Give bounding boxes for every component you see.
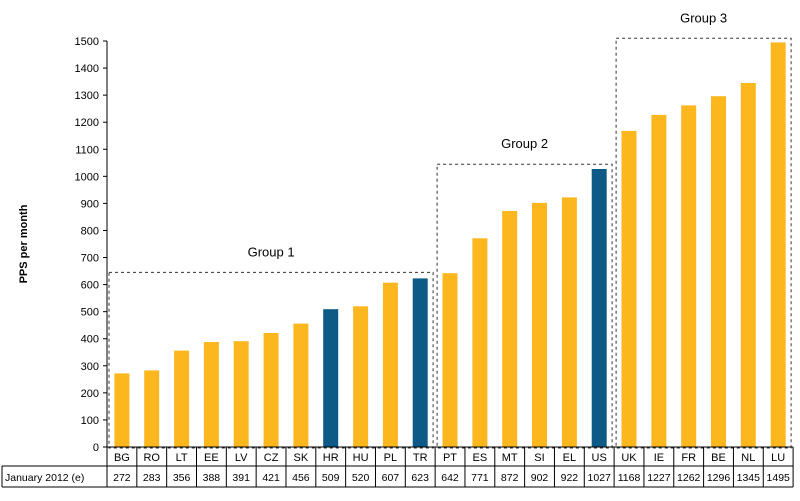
x-tick-label-lv: LV: [235, 452, 248, 464]
bar-us: [591, 169, 607, 447]
table-value-nl: 1345: [737, 472, 761, 484]
x-tick-label-tr: TR: [413, 452, 428, 464]
table-value-lt: 356: [173, 472, 191, 484]
table-value-ee: 388: [203, 472, 221, 484]
y-tick-label: 900: [81, 198, 99, 210]
bar-el: [561, 197, 577, 447]
table-value-uk: 1168: [618, 472, 641, 484]
table-value-pt: 642: [441, 472, 459, 484]
table-value-lu: 1495: [767, 472, 791, 484]
y-tick-label: 200: [81, 388, 99, 400]
x-tick-label-ie: IE: [654, 452, 664, 464]
bar-pl: [382, 282, 398, 447]
y-tick-label: 1400: [75, 63, 99, 75]
x-tick-label-sk: SK: [294, 452, 309, 464]
table-value-hr: 509: [322, 472, 340, 484]
table-value-hu: 520: [352, 472, 370, 484]
x-tick-label-us: US: [592, 452, 607, 464]
y-tick-label: 400: [81, 334, 99, 346]
x-tick-label-lt: LT: [176, 452, 188, 464]
table-value-tr: 623: [411, 472, 429, 484]
bar-lt: [174, 350, 190, 447]
bar-bg: [114, 373, 130, 447]
table-value-fr: 1262: [677, 472, 701, 484]
x-tick-label-bg: BG: [114, 452, 130, 464]
x-tick-label-hr: HR: [323, 452, 339, 464]
y-tick-label: 300: [81, 361, 99, 373]
bar-hr: [323, 309, 339, 447]
y-tick-label: 600: [81, 280, 99, 292]
table-value-ie: 1227: [647, 472, 671, 484]
group-label-1: Group 1: [248, 244, 295, 259]
bar-si: [532, 202, 547, 447]
table-row-label: January 2012 (e): [5, 472, 84, 484]
group-label-3: Group 3: [680, 10, 727, 25]
bar-sk: [293, 323, 309, 447]
bar-lu: [770, 42, 786, 448]
table-value-pl: 607: [382, 472, 400, 484]
table-value-lv: 391: [232, 472, 250, 484]
bar-ie: [651, 114, 667, 448]
table-value-el: 922: [561, 472, 579, 484]
table-value-mt: 872: [501, 472, 519, 484]
y-tick-label: 100: [81, 415, 99, 427]
x-tick-label-si: SI: [534, 452, 544, 464]
y-tick-label: 1500: [75, 36, 99, 48]
table-value-cz: 421: [262, 472, 280, 484]
group-label-2: Group 2: [501, 136, 548, 151]
y-tick-label: 1100: [75, 144, 99, 156]
y-tick-label: 0: [93, 442, 99, 454]
x-tick-label-fr: FR: [681, 452, 696, 464]
bar-uk: [621, 130, 637, 447]
bar-pt: [442, 273, 458, 447]
x-tick-label-pl: PL: [384, 452, 397, 464]
x-tick-label-es: ES: [473, 452, 488, 464]
table-value-si: 902: [531, 472, 549, 484]
bar-cz: [263, 333, 279, 447]
group-box-3: [615, 37, 792, 449]
table-value-be: 1296: [707, 472, 731, 484]
table-value-sk: 456: [292, 472, 310, 484]
y-tick-label: 500: [81, 307, 99, 319]
bar-ee: [203, 342, 219, 447]
x-tick-label-mt: MT: [502, 452, 518, 464]
group-box-1: [108, 271, 434, 449]
table-value-ro: 283: [143, 472, 161, 484]
x-tick-label-ro: RO: [143, 452, 160, 464]
bar-be: [711, 96, 726, 447]
bar-lv: [233, 341, 249, 447]
y-tick-label: 700: [81, 253, 99, 265]
bar-fr: [681, 105, 697, 448]
bar-ro: [144, 370, 160, 447]
x-tick-label-be: BE: [711, 452, 726, 464]
table-value-us: 1027: [588, 472, 612, 484]
x-tick-label-el: EL: [563, 452, 576, 464]
x-tick-label-hu: HU: [353, 452, 369, 464]
x-tick-label-uk: UK: [621, 452, 637, 464]
group-box-2: [436, 163, 613, 449]
x-tick-label-lu: LU: [771, 452, 785, 464]
bar-tr: [412, 278, 428, 447]
table-value-bg: 272: [113, 472, 131, 484]
x-tick-label-cz: CZ: [264, 452, 279, 464]
y-tick-label: 1000: [75, 171, 99, 183]
table-value-es: 771: [471, 472, 489, 484]
bar-hu: [353, 306, 369, 447]
y-tick-label: 1200: [75, 117, 99, 129]
y-tick-label: 1300: [75, 90, 99, 102]
bar-nl: [740, 83, 756, 447]
bar-mt: [502, 211, 518, 447]
x-tick-label-pt: PT: [443, 452, 457, 464]
y-axis-label: PPS per month: [18, 204, 30, 283]
bar-es: [472, 238, 488, 447]
y-tick-label: 800: [81, 225, 99, 237]
x-tick-label-ee: EE: [204, 452, 219, 464]
x-tick-label-nl: NL: [741, 452, 755, 464]
